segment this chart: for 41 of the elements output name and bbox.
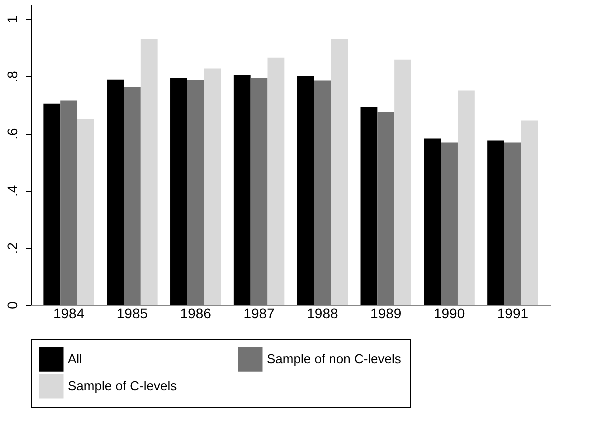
bar bbox=[140, 39, 158, 305]
legend-label: All bbox=[68, 352, 83, 367]
bar bbox=[504, 142, 522, 305]
bar bbox=[124, 87, 141, 305]
x-tick-label: 1989 bbox=[370, 306, 402, 322]
bar bbox=[488, 140, 504, 305]
legend-label: Sample of non C-levels bbox=[267, 352, 402, 367]
x-tick-label: 1984 bbox=[53, 306, 85, 322]
bar bbox=[187, 80, 204, 305]
x-tick-label: 1990 bbox=[434, 306, 466, 322]
bar bbox=[331, 39, 348, 305]
bar bbox=[107, 80, 124, 305]
x-tick-label: 1985 bbox=[116, 306, 148, 322]
bar bbox=[394, 60, 412, 305]
y-tick-label: .6 bbox=[4, 128, 20, 140]
y-tick-label: .4 bbox=[4, 185, 20, 198]
bar bbox=[297, 76, 314, 305]
bar bbox=[268, 58, 285, 305]
bar bbox=[44, 104, 61, 305]
bar bbox=[378, 112, 395, 305]
y-tick-label: 0 bbox=[4, 301, 20, 310]
bar bbox=[204, 68, 222, 305]
y-tick-label: .2 bbox=[4, 242, 20, 254]
bar bbox=[170, 78, 188, 305]
x-tick-label: 1988 bbox=[307, 306, 338, 322]
bar bbox=[234, 75, 251, 305]
x-tick-label: 1986 bbox=[180, 306, 212, 322]
bar bbox=[360, 107, 378, 305]
bar bbox=[521, 120, 538, 305]
bar bbox=[78, 119, 94, 305]
bar bbox=[250, 78, 268, 305]
bar bbox=[441, 142, 458, 305]
bar bbox=[458, 90, 475, 305]
bar bbox=[424, 138, 442, 305]
bar bbox=[314, 80, 332, 305]
x-tick-label: 1987 bbox=[244, 306, 276, 322]
y-tick-label: 1 bbox=[4, 16, 20, 24]
y-tick-label: .8 bbox=[4, 70, 20, 83]
bar bbox=[60, 100, 78, 305]
legend-label: Sample of C-levels bbox=[68, 378, 178, 394]
x-tick-label: 1991 bbox=[497, 306, 529, 322]
